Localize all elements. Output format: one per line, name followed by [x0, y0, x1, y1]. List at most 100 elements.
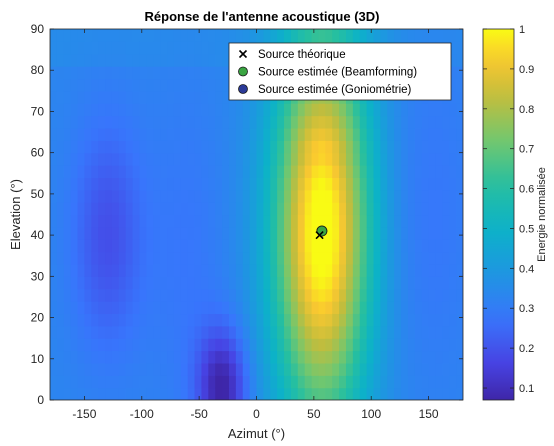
heatmap-cell: [160, 165, 168, 178]
heatmap-cell: [352, 350, 361, 364]
heatmap-cell: [84, 115, 92, 129]
colorbar-tick-label: 0.7: [519, 144, 534, 156]
heatmap-cell: [401, 103, 409, 117]
heatmap-cell: [339, 214, 347, 228]
heatmap-cell: [132, 177, 141, 191]
heatmap-cell: [56, 53, 65, 67]
heatmap-cell: [421, 338, 430, 352]
heatmap-cell: [111, 301, 120, 315]
heatmap-cell: [373, 103, 381, 117]
heatmap-cell: [84, 276, 92, 290]
heatmap-cell: [111, 53, 120, 67]
heatmap-cell: [194, 152, 203, 166]
heatmap-cell: [373, 239, 381, 253]
heatmap-cell: [222, 226, 230, 240]
heatmap-cell: [139, 350, 147, 364]
heatmap-cell: [91, 29, 99, 42]
heatmap-cell: [449, 127, 457, 141]
heatmap-cell: [139, 288, 147, 302]
heatmap-cell: [435, 251, 443, 265]
heatmap-cell: [235, 29, 244, 42]
heatmap-cell: [118, 375, 127, 389]
heatmap-cell: [407, 177, 416, 191]
heatmap-cell: [366, 177, 375, 191]
heatmap-cell: [63, 362, 72, 376]
heatmap-cell: [421, 226, 430, 240]
heatmap-cell: [132, 90, 141, 104]
heatmap-cell: [222, 313, 230, 327]
heatmap-cell: [222, 189, 230, 203]
heatmap-cell: [215, 350, 223, 364]
heatmap-cell: [290, 226, 299, 240]
heatmap-cell: [442, 288, 450, 302]
heatmap-cell: [242, 288, 251, 302]
heatmap-cell: [407, 338, 416, 352]
heatmap-cell: [50, 276, 58, 290]
heatmap-cell: [111, 387, 120, 400]
heatmap-cell: [98, 288, 106, 302]
heatmap-cell: [187, 152, 196, 166]
heatmap-cell: [304, 202, 313, 216]
heatmap-cell: [222, 263, 230, 277]
heatmap-cell: [56, 41, 65, 55]
heatmap-cell: [456, 115, 463, 129]
heatmap-cell: [56, 362, 65, 376]
heatmap-cell: [456, 214, 463, 228]
heatmap-cell: [304, 251, 313, 265]
heatmap-cell: [407, 387, 416, 400]
heatmap-cell: [401, 239, 409, 253]
heatmap-cell: [249, 152, 258, 166]
heatmap-cell: [339, 375, 347, 389]
heatmap-cell: [421, 29, 430, 42]
heatmap-cell: [297, 239, 306, 253]
heatmap-cell: [50, 338, 58, 352]
heatmap-cell: [125, 338, 134, 352]
heatmap-cell: [70, 288, 79, 302]
heatmap-cell: [318, 115, 326, 129]
heatmap-cell: [50, 90, 58, 104]
heatmap-cell: [387, 301, 395, 315]
heatmap-cell: [456, 325, 463, 339]
heatmap-cell: [235, 189, 244, 203]
heatmap-cell: [228, 202, 237, 216]
heatmap-cell: [359, 103, 368, 117]
heatmap-cell: [105, 41, 113, 55]
heatmap-cell: [290, 127, 299, 141]
heatmap-cell: [304, 362, 313, 376]
heatmap-cell: [407, 115, 416, 129]
heatmap-cell: [435, 375, 443, 389]
y-tick-label: 90: [31, 22, 45, 36]
heatmap-cell: [222, 214, 230, 228]
heatmap-cell: [359, 325, 368, 339]
heatmap-cell: [407, 313, 416, 327]
heatmap-cell: [345, 165, 354, 178]
heatmap-cell: [242, 152, 251, 166]
colorbar-tick-label: 0.2: [519, 343, 534, 355]
heatmap-cell: [456, 189, 463, 203]
heatmap-cell: [63, 103, 72, 117]
heatmap-cell: [215, 103, 223, 117]
heatmap-cell: [84, 288, 92, 302]
heatmap-cell: [449, 239, 457, 253]
heatmap-cell: [380, 214, 388, 228]
heatmap-cell: [91, 165, 99, 178]
heatmap-cell: [325, 115, 333, 129]
heatmap-cell: [173, 90, 182, 104]
heatmap-cell: [325, 276, 333, 290]
heatmap-cell: [105, 350, 113, 364]
heatmap-cell: [63, 387, 72, 400]
y-tick-label: 20: [31, 311, 45, 325]
heatmap-cell: [407, 276, 416, 290]
heatmap-cell: [249, 140, 258, 154]
heatmap-cell: [297, 301, 306, 315]
heatmap-cell: [77, 202, 86, 216]
heatmap-cell: [325, 127, 333, 141]
heatmap-cell: [235, 103, 244, 117]
heatmap-cell: [146, 338, 154, 352]
heatmap-cell: [70, 115, 79, 129]
heatmap-cell: [428, 239, 437, 253]
heatmap-cell: [394, 165, 402, 178]
heatmap-cell: [201, 214, 209, 228]
heatmap-cell: [345, 387, 354, 400]
heatmap-cell: [235, 115, 244, 129]
